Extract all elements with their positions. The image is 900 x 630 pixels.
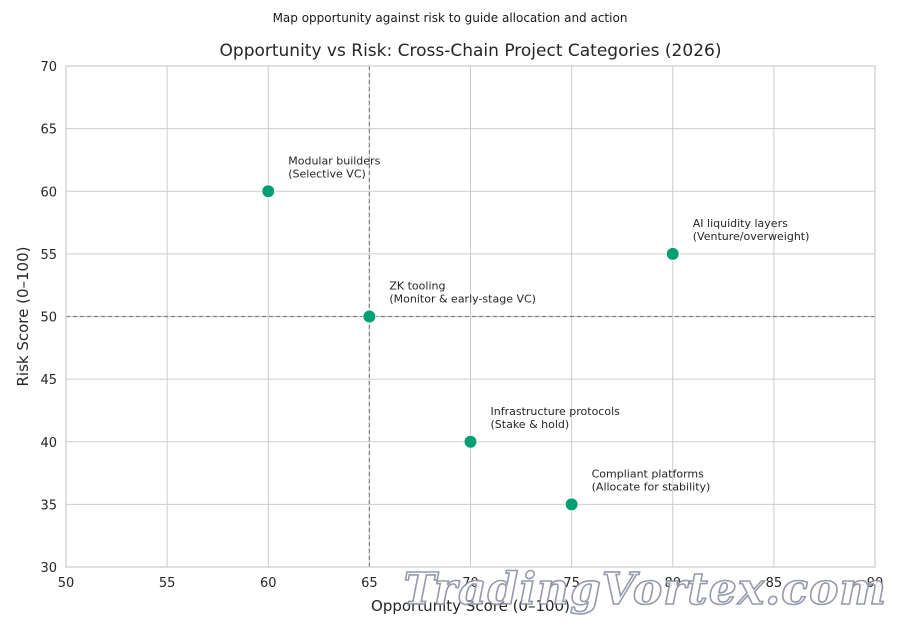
x-tick-label-4: 70 <box>462 576 479 591</box>
point-annotation-1: AI liquidity layers(Venture/overweight) <box>693 217 810 243</box>
chart-title: Opportunity vs Risk: Cross-Chain Project… <box>219 41 722 61</box>
annotation-line-0-1: (Selective VC) <box>288 167 366 180</box>
y-tick-label-5: 55 <box>40 248 57 263</box>
x-tick-label-8: 90 <box>867 576 884 591</box>
x-tick-label-1: 55 <box>159 576 176 591</box>
data-point-2 <box>362 309 377 324</box>
data-point-0 <box>261 184 276 199</box>
y-tick-label-2: 40 <box>40 436 57 451</box>
annotation-line-1-1: (Venture/overweight) <box>693 230 810 243</box>
annotation-line-2-0: ZK tooling <box>389 280 445 293</box>
data-point-1 <box>665 246 680 261</box>
figure-subtitle: Map opportunity against risk to guide al… <box>272 11 628 25</box>
point-annotations: Modular builders(Selective VC) AI liquidi… <box>288 154 809 493</box>
annotation-line-3-0: Infrastructure protocols <box>491 405 621 418</box>
x-tick-label-7: 85 <box>766 576 783 591</box>
point-annotation-3: Infrastructure protocols(Stake & hold) <box>491 405 621 431</box>
x-tick-label-6: 80 <box>664 576 681 591</box>
x-tick-label-3: 65 <box>361 576 378 591</box>
y-tick-label-0: 30 <box>40 561 57 576</box>
x-tick-label-0: 50 <box>58 576 75 591</box>
x-tick-label-5: 75 <box>563 576 580 591</box>
data-points <box>261 184 680 512</box>
annotation-line-3-1: (Stake & hold) <box>491 418 570 431</box>
point-annotation-0: Modular builders(Selective VC) <box>288 154 380 180</box>
annotation-line-4-1: (Allocate for stability) <box>592 480 711 493</box>
y-tick-label-8: 70 <box>40 60 57 75</box>
annotation-line-0-0: Modular builders <box>288 154 380 167</box>
data-point-3 <box>463 434 478 449</box>
y-tick-label-4: 50 <box>40 311 57 326</box>
x-axis-ticks: 50 55 60 65 70 75 80 85 90 <box>58 576 884 591</box>
watermark: TradingVortex.com <box>403 564 887 615</box>
reference-lines <box>66 66 875 567</box>
y-tick-label-3: 45 <box>40 373 57 388</box>
point-annotation-4: Compliant platforms(Allocate for stabili… <box>592 467 711 493</box>
point-annotation-2: ZK tooling(Monitor & early-stage VC) <box>389 280 536 306</box>
y-tick-label-7: 65 <box>40 123 57 138</box>
y-axis-label: Risk Score (0–100) <box>14 246 32 386</box>
y-axis-ticks: 30 35 40 45 50 55 60 65 70 <box>40 60 57 576</box>
data-point-4 <box>564 497 579 512</box>
y-tick-label-1: 35 <box>40 498 57 513</box>
annotation-line-4-0: Compliant platforms <box>592 467 704 480</box>
x-axis-label: Opportunity Score (0–100) <box>371 597 570 615</box>
annotation-line-1-0: AI liquidity layers <box>693 217 788 230</box>
y-tick-label-6: 60 <box>40 185 57 200</box>
x-tick-label-2: 60 <box>260 576 277 591</box>
plot-frame <box>65 65 876 568</box>
annotation-line-2-1: (Monitor & early-stage VC) <box>389 293 536 306</box>
